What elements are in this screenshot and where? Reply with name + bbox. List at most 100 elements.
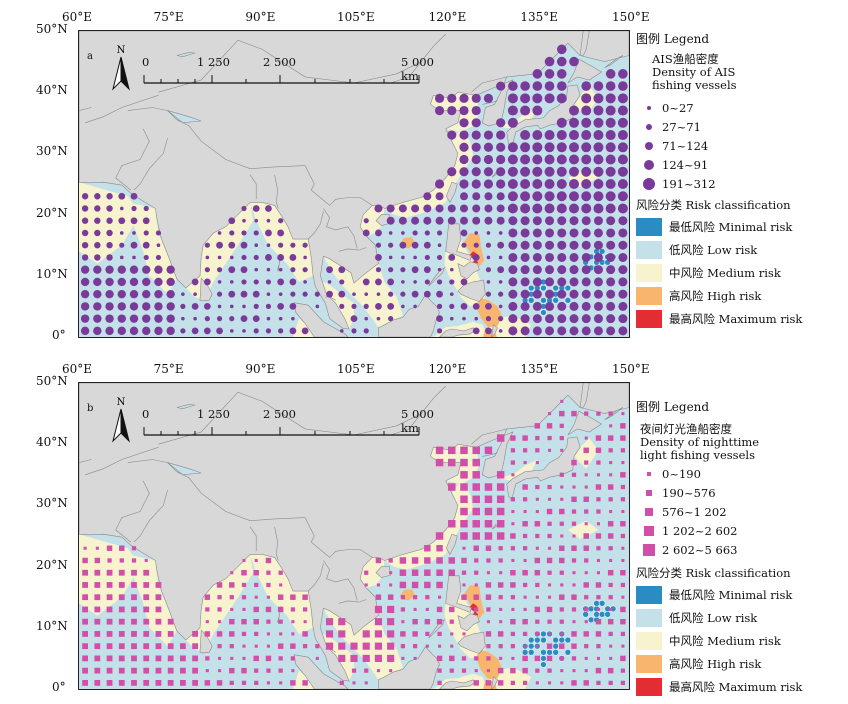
light-density-marker bbox=[461, 570, 467, 575]
ais-density-marker bbox=[507, 166, 518, 177]
risk-zone-medium bbox=[250, 202, 314, 282]
ais-density-marker bbox=[106, 229, 113, 237]
light-density-marker bbox=[82, 557, 88, 564]
light-density-marker bbox=[205, 669, 209, 673]
light-density-marker bbox=[106, 582, 113, 588]
light-density-marker bbox=[436, 545, 443, 552]
light-density-marker bbox=[155, 643, 162, 650]
light-density-marker bbox=[559, 545, 565, 551]
light-density-marker bbox=[596, 680, 601, 686]
ais-density-marker bbox=[242, 304, 246, 309]
risk-label: 低风险 Low risk bbox=[669, 242, 758, 257]
light-density-marker bbox=[571, 607, 577, 612]
ais-density-marker bbox=[265, 254, 272, 261]
light-density-marker bbox=[265, 606, 272, 613]
ais-density-marker bbox=[434, 179, 445, 189]
ais-density-marker bbox=[166, 314, 175, 323]
ais-density-marker bbox=[498, 304, 503, 309]
ais-density-marker bbox=[593, 179, 604, 189]
ais-density-marker bbox=[105, 314, 114, 323]
ais-density-marker bbox=[462, 316, 466, 321]
ais-density-marker bbox=[569, 130, 579, 141]
ais-density-marker bbox=[130, 217, 138, 225]
light-density-marker bbox=[546, 606, 553, 613]
light-density-marker bbox=[511, 509, 515, 514]
light-density-marker bbox=[596, 607, 600, 611]
land-sakhalin bbox=[579, 31, 590, 56]
ais-density-marker bbox=[459, 130, 469, 140]
lon-tick-label: 75°E bbox=[153, 10, 184, 24]
light-density-marker bbox=[496, 483, 505, 491]
ais-density-marker bbox=[606, 314, 616, 324]
ais-density-marker bbox=[485, 303, 492, 310]
ais-density-marker bbox=[216, 327, 223, 335]
light-density-marker bbox=[496, 520, 505, 528]
ais-density-marker bbox=[459, 142, 469, 152]
ais-density-marker bbox=[569, 117, 579, 128]
light-density-marker bbox=[522, 497, 528, 502]
ais-density-marker bbox=[460, 192, 468, 201]
ais-density-marker bbox=[507, 154, 518, 165]
land-eurasia bbox=[79, 383, 629, 682]
ais-density-marker bbox=[106, 205, 113, 212]
light-density-marker bbox=[560, 497, 564, 501]
ais-density-marker bbox=[228, 290, 236, 298]
ais-density-marker bbox=[520, 93, 531, 104]
ais-density-marker bbox=[374, 204, 383, 213]
light-density-marker bbox=[155, 618, 162, 625]
ais-density-marker bbox=[142, 277, 151, 287]
light-density-marker bbox=[106, 545, 113, 551]
ais-density-marker bbox=[507, 93, 518, 104]
risk-cell-minimal bbox=[540, 296, 547, 304]
ais-density-marker bbox=[117, 289, 126, 299]
legend-title-b: 图例 Legend bbox=[636, 400, 710, 414]
light-density-marker bbox=[596, 644, 601, 649]
risk-cell-minimal bbox=[593, 611, 600, 618]
light-density-marker bbox=[144, 558, 148, 563]
ais-density-marker bbox=[130, 241, 138, 249]
light-density-marker bbox=[511, 558, 515, 563]
light-density-marker bbox=[484, 532, 493, 540]
light-density-marker bbox=[82, 679, 89, 686]
light-density-marker bbox=[338, 642, 346, 650]
ais-density-marker bbox=[581, 240, 591, 250]
light-density-marker bbox=[131, 546, 137, 551]
light-density-marker bbox=[277, 643, 284, 649]
light-density-marker bbox=[436, 581, 443, 589]
light-density-marker bbox=[559, 656, 564, 661]
light-density-marker bbox=[510, 435, 516, 441]
ais-density-marker bbox=[569, 301, 579, 311]
ais-density-marker bbox=[447, 167, 457, 177]
light-density-marker bbox=[572, 534, 576, 538]
light-density-marker bbox=[473, 680, 479, 686]
ais-density-marker bbox=[486, 255, 491, 260]
ais-density-marker bbox=[557, 252, 567, 262]
ais-density-marker bbox=[472, 254, 480, 261]
ais-density-marker bbox=[289, 327, 297, 335]
ais-density-marker bbox=[266, 218, 271, 223]
risk-cell-minimal bbox=[540, 648, 547, 656]
country-border bbox=[115, 128, 150, 191]
ais-density-marker bbox=[569, 228, 579, 238]
light-density-marker bbox=[266, 582, 271, 588]
ais-density-marker bbox=[436, 315, 443, 323]
ais-density-marker bbox=[606, 252, 616, 262]
light-density-marker bbox=[498, 644, 503, 649]
ais-density-marker bbox=[424, 279, 430, 285]
ais-density-marker bbox=[363, 303, 369, 309]
ais-density-marker bbox=[544, 191, 555, 202]
light-density-marker bbox=[94, 594, 101, 601]
light-density-marker bbox=[510, 644, 516, 649]
land-ryukyu bbox=[491, 171, 497, 178]
country-border bbox=[115, 480, 150, 543]
light-density-marker bbox=[375, 557, 382, 564]
light-density-marker bbox=[437, 680, 442, 686]
ais-density-marker bbox=[154, 302, 163, 311]
ais-density-marker bbox=[181, 316, 185, 321]
ais-density-marker bbox=[544, 81, 555, 91]
light-density-marker bbox=[413, 656, 417, 660]
light-density-marker bbox=[82, 655, 89, 662]
land-sakhalin bbox=[579, 383, 590, 408]
land-japanHonshu bbox=[506, 436, 581, 500]
light-density-marker bbox=[290, 607, 296, 612]
